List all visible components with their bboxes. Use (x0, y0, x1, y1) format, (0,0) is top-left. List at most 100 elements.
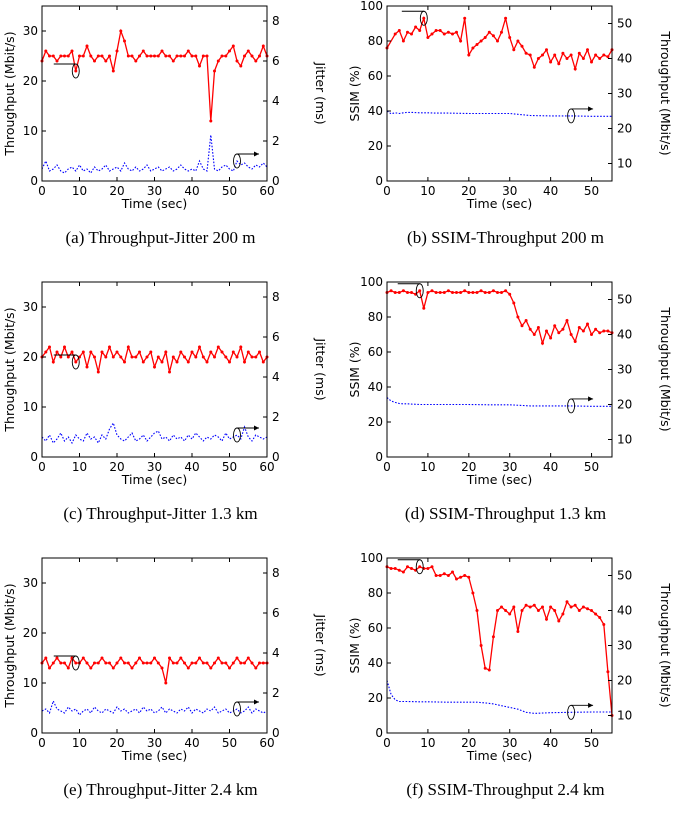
data-point (63, 661, 66, 665)
data-point (93, 59, 96, 63)
x-tick-label: 10 (72, 460, 87, 474)
data-point (100, 656, 104, 660)
data-point (516, 39, 520, 43)
y-right-axis-label: Throughput (Mbit/s) (658, 582, 673, 707)
data-point (74, 661, 78, 665)
data-point (586, 322, 589, 326)
data-point (512, 301, 516, 305)
data-point (209, 666, 213, 670)
data-point (190, 350, 194, 354)
data-point (168, 54, 171, 58)
figure-caption: (b) SSIM-Throughput 200 m (407, 228, 604, 247)
data-point (104, 355, 108, 359)
x-tick-label: 50 (222, 184, 237, 198)
left-axis-series-line (386, 15, 613, 72)
data-point (205, 661, 209, 665)
data-point (446, 30, 450, 34)
data-point (561, 51, 565, 55)
y-right-tick-label: 8 (272, 14, 280, 28)
data-point (553, 53, 557, 57)
data-point (491, 34, 495, 38)
data-point (220, 350, 224, 354)
data-point (451, 570, 454, 574)
data-point (119, 355, 123, 359)
data-point (565, 57, 569, 60)
x-tick-label: 0 (383, 184, 391, 198)
x-tick-label: 40 (543, 460, 558, 474)
x-tick-label: 10 (420, 736, 435, 750)
data-point (134, 355, 138, 359)
x-axis-label: Time (sec) (466, 196, 532, 211)
data-point (220, 661, 224, 665)
y-tick-label: 0 (375, 450, 383, 464)
data-point (168, 370, 171, 374)
indicator-arrowhead (588, 396, 594, 402)
data-point (557, 619, 561, 623)
data-point (508, 292, 512, 296)
data-point (557, 62, 561, 66)
data-point (516, 630, 520, 633)
data-point (51, 54, 55, 58)
data-point (250, 661, 254, 665)
y-tick-label: 10 (23, 676, 38, 690)
data-point (48, 666, 51, 670)
data-point (401, 570, 405, 574)
y-tick-label: 20 (23, 350, 38, 364)
data-point (250, 54, 254, 58)
data-point (123, 39, 126, 43)
data-point (145, 54, 149, 58)
data-point (246, 656, 250, 660)
x-tick-label: 30 (147, 736, 162, 750)
data-point (573, 603, 577, 607)
y-right-tick-label: 8 (272, 290, 280, 304)
y-right-axis-label: Jitter (ms) (313, 337, 328, 400)
data-point (220, 54, 224, 58)
left-axis-indicator (401, 10, 428, 26)
right-axis-indicator (567, 106, 594, 124)
data-point (467, 53, 471, 57)
y-tick-label: 80 (368, 34, 383, 48)
data-point (115, 350, 119, 354)
data-point (239, 345, 243, 349)
data-point (594, 327, 598, 331)
data-point (111, 666, 115, 670)
x-tick-label: 40 (184, 736, 199, 750)
data-point (96, 370, 100, 374)
y-right-tick-label: 30 (617, 639, 632, 653)
data-point (606, 670, 610, 674)
data-point (246, 350, 250, 354)
data-point (598, 616, 602, 619)
y-axis-label: SSIM (%) (347, 66, 362, 122)
y-right-tick-label: 4 (272, 646, 280, 660)
data-point (258, 54, 261, 58)
data-point (81, 350, 85, 354)
right-axis-series-line (386, 680, 612, 714)
data-point (194, 661, 198, 665)
data-point (96, 54, 100, 58)
x-tick-label: 40 (184, 184, 199, 198)
y-tick-label: 20 (368, 691, 383, 705)
y-right-tick-label: 40 (617, 328, 632, 342)
y-tick-label: 0 (30, 174, 38, 188)
data-point (524, 603, 528, 607)
chart-svg: 0 10 20 30 40 50 0 20 40 60 80 100 10 20 30 40 50 Time (s… (347, 551, 673, 799)
data-point (198, 64, 201, 68)
data-point (160, 360, 164, 364)
data-point (171, 59, 175, 63)
data-point (586, 48, 589, 52)
data-point (590, 333, 593, 336)
data-point (496, 39, 499, 43)
right-axis-series-line (41, 421, 268, 445)
data-point (598, 331, 602, 335)
data-point (224, 355, 228, 359)
data-point (145, 661, 149, 665)
data-point (100, 54, 104, 58)
data-point (171, 661, 175, 665)
x-tick-label: 50 (584, 184, 599, 198)
data-point (406, 30, 409, 34)
data-point (541, 341, 544, 345)
data-point (520, 609, 524, 612)
data-point (186, 360, 190, 364)
